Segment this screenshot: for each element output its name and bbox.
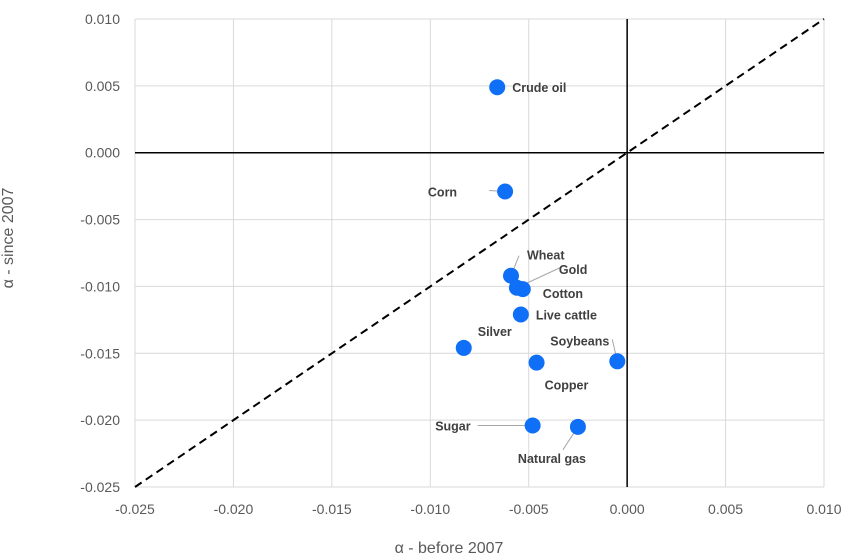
point-copper [528, 354, 545, 371]
point-wheat [502, 267, 519, 284]
y-axis-title: α - since 2007 [0, 187, 17, 288]
label-natural-gas: Natural gas [518, 452, 586, 466]
reference-line [134, 18, 825, 488]
y-tick-label: 0.010 [85, 11, 120, 27]
x-tick-label: -0.025 [115, 501, 155, 517]
label-cotton: Cotton [543, 287, 583, 301]
label-live-cattle: Live cattle [536, 309, 597, 323]
label-silver: Silver [478, 325, 512, 339]
point-natural-gas [569, 418, 586, 435]
point-crude-oil [489, 79, 506, 96]
label-corn: Corn [428, 185, 457, 199]
x-axis-title: α - before 2007 [395, 540, 504, 557]
y-tick-label: 0.005 [85, 78, 120, 94]
data-points [455, 79, 626, 435]
y-tick-label: -0.005 [80, 212, 120, 228]
x-tick-label: -0.020 [214, 501, 254, 517]
tick-labels: -0.025 -0.020 -0.015 -0.010 -0.005 0.000 0.005… [80, 11, 841, 517]
point-soybeans [609, 353, 626, 370]
y-tick-label: 0.000 [85, 145, 120, 161]
point-silver [455, 339, 472, 356]
point-live-cattle [512, 306, 529, 323]
x-tick-label: -0.010 [410, 501, 450, 517]
y-tick-label: -0.015 [80, 345, 120, 361]
x-tick-label: -0.005 [509, 501, 549, 517]
label-sugar: Sugar [435, 419, 471, 433]
point-cotton [514, 281, 531, 298]
point-sugar [524, 417, 541, 434]
label-gold: Gold [559, 263, 587, 277]
y-tick-label: -0.010 [80, 278, 120, 294]
point-corn [497, 183, 514, 200]
x-tick-label: 0.000 [610, 501, 645, 517]
label-copper: Copper [545, 379, 589, 393]
label-crude-oil: Crude oil [512, 81, 566, 95]
diagonal-reference-line [134, 18, 825, 488]
label-soybeans: Soybeans [550, 334, 609, 348]
x-tick-label: 0.010 [806, 501, 841, 517]
label-wheat: Wheat [527, 249, 565, 263]
axes [135, 19, 824, 487]
y-tick-label: -0.020 [80, 412, 120, 428]
x-tick-label: -0.015 [312, 501, 352, 517]
y-tick-label: -0.025 [80, 479, 120, 495]
x-tick-label: 0.005 [708, 501, 743, 517]
